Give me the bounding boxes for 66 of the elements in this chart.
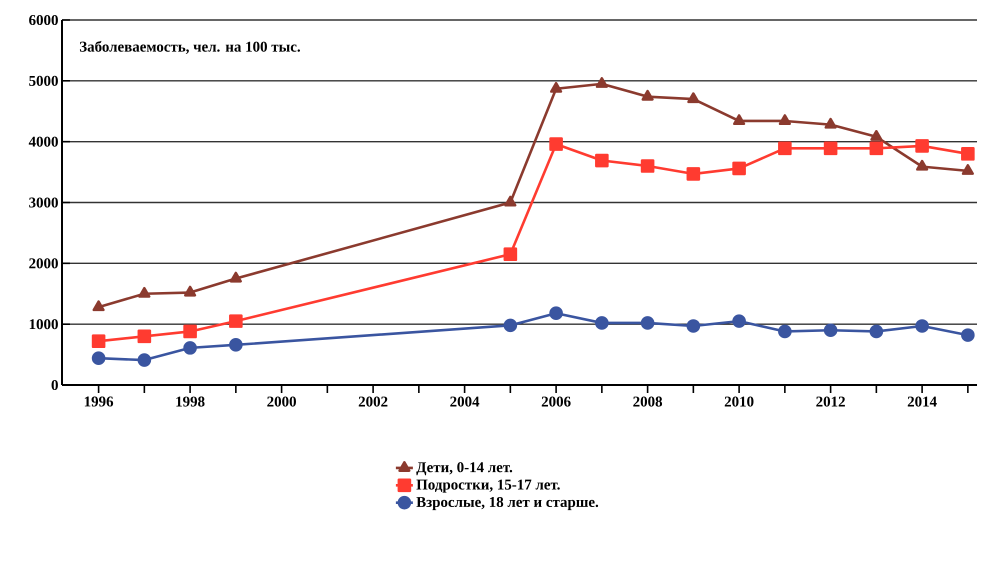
point — [778, 142, 792, 156]
point — [183, 341, 197, 355]
point — [184, 286, 196, 297]
point — [961, 328, 975, 342]
point — [229, 338, 243, 352]
point — [686, 319, 700, 333]
point — [642, 90, 654, 101]
y-tick-label: 1000 — [30, 319, 58, 330]
point — [504, 196, 516, 207]
point — [778, 114, 791, 126]
point — [824, 118, 837, 129]
x-tick-label: 2006 — [542, 396, 571, 407]
y-tick-label: 3000 — [29, 197, 58, 208]
point — [915, 139, 929, 153]
legend-label: Взрослые, 18 лет и старше. — [416, 496, 598, 510]
point — [732, 314, 746, 328]
point — [640, 159, 654, 173]
point — [824, 323, 838, 338]
y-tick-label: 5000 — [29, 76, 58, 86]
point — [92, 300, 105, 312]
point — [640, 316, 654, 330]
y-tick-label: 6000 — [29, 14, 58, 26]
point — [138, 353, 152, 367]
point — [870, 142, 884, 156]
y-tick-label: 0 — [52, 380, 58, 390]
x-tick-label: 1998 — [176, 396, 205, 407]
x-tick-label: 1996 — [84, 396, 114, 407]
legend-label: Подростки, 15-17 лет. — [416, 480, 560, 493]
point — [504, 247, 518, 261]
x-tick-label: 2004 — [450, 396, 480, 407]
point — [595, 154, 609, 168]
point — [870, 324, 884, 338]
point — [230, 272, 242, 283]
point — [229, 314, 243, 328]
point — [961, 147, 975, 161]
point — [92, 351, 106, 366]
point — [962, 164, 974, 175]
y-tick-label: 4000 — [28, 136, 58, 147]
legend-label: Дети, 0-14 лет. — [416, 462, 512, 476]
y-tick-label: 2000 — [29, 258, 58, 268]
point — [915, 319, 929, 333]
text: Заболеваемость, чел. на 100 тыс. — [80, 40, 300, 54]
point — [916, 160, 928, 171]
point — [549, 137, 563, 151]
point — [138, 286, 150, 298]
point — [596, 77, 608, 88]
x-tick-label: 2010 — [724, 396, 754, 407]
x-tick-label: 2012 — [816, 396, 845, 407]
point — [92, 334, 106, 348]
x-tick-label: 2008 — [633, 396, 662, 407]
point — [549, 306, 563, 320]
x-tick-label: 2002 — [358, 396, 388, 407]
x-tick-label: 2014 — [908, 396, 937, 407]
point — [550, 82, 562, 93]
point — [504, 318, 518, 332]
point — [595, 316, 609, 330]
point — [733, 114, 746, 126]
point — [686, 167, 700, 181]
point — [687, 92, 700, 104]
point — [778, 324, 792, 338]
x-tick-label: 2000 — [267, 396, 296, 407]
point — [870, 130, 882, 141]
point — [732, 162, 746, 176]
point — [824, 142, 838, 156]
point — [183, 324, 197, 338]
point — [138, 330, 152, 344]
